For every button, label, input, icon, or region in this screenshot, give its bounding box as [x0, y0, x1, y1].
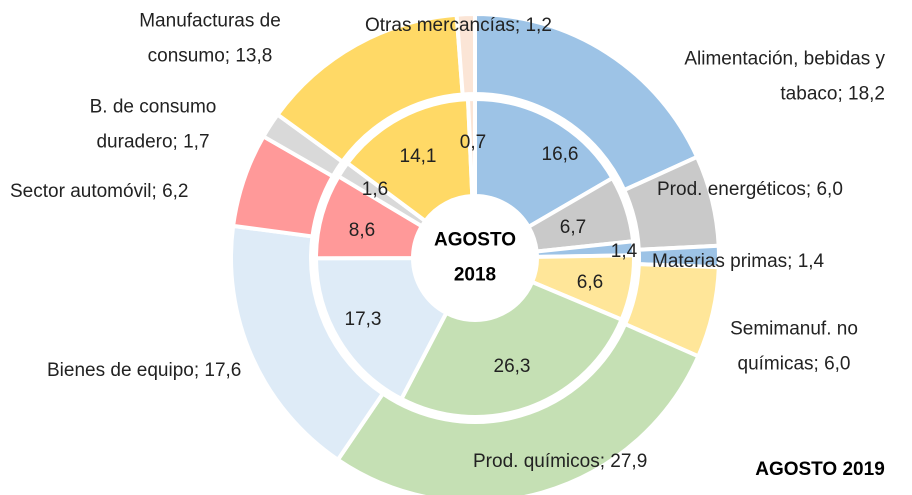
outer-series-label: AGOSTO 2019	[755, 459, 885, 480]
outer-label: B. de consumo duradero; 1,7	[90, 97, 217, 153]
slice	[335, 321, 701, 495]
outer-label: Sector automóvil; 6,2	[10, 181, 188, 202]
outer-label: Prod. químicos; 27,9	[473, 451, 647, 472]
outer-label: Alimentación, bebidas y tabaco; 18,2	[684, 49, 885, 105]
slice	[473, 96, 616, 230]
outer-label: Materias primas; 1,4	[652, 251, 825, 272]
outer-label: Semimanuf. no químicas; 6,0	[730, 319, 858, 375]
center-label: AGOSTO 2018	[434, 230, 516, 286]
inner-label: 26,3	[494, 356, 531, 377]
outer-label: Otras mercancías; 1,2	[365, 15, 552, 36]
inner-label: 0,7	[460, 132, 486, 153]
inner-label: 14,1	[400, 146, 437, 167]
slice	[465, 96, 477, 199]
slice	[344, 97, 475, 224]
inner-label: 8,6	[349, 220, 375, 241]
inner-label: 1,6	[362, 179, 388, 200]
slice	[398, 279, 625, 419]
outer-label: Bienes de equipo; 17,6	[47, 360, 241, 381]
inner-label: 6,7	[560, 217, 586, 238]
outer-label: Manufacturas de consumo; 13,8	[139, 11, 281, 67]
inner-label: 16,6	[542, 144, 579, 165]
outer-label: Prod. energéticos; 6,0	[657, 179, 843, 200]
inner-label: 1,4	[611, 241, 638, 262]
slice	[313, 256, 450, 402]
inner-label: 6,6	[577, 272, 603, 293]
inner-label: 17,3	[345, 309, 382, 330]
slice	[454, 11, 477, 97]
